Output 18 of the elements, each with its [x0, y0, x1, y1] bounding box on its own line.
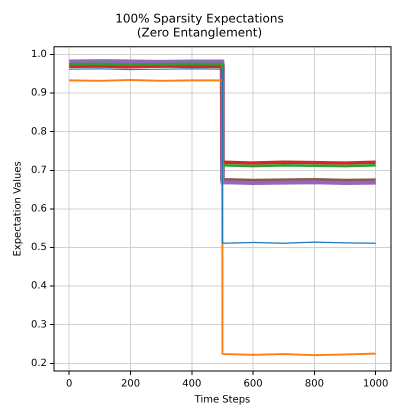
y-tick-label: 0.6 — [30, 203, 47, 214]
y-tick-label: 0.3 — [30, 319, 47, 330]
x-tick-label: 1000 — [362, 378, 388, 390]
y-tick-label: 0.2 — [30, 358, 47, 369]
y-tick-label: 0.7 — [30, 164, 47, 176]
x-tick-label: 800 — [304, 378, 324, 390]
x-tick-label: 600 — [244, 378, 263, 390]
x-axis-title: Time Steps — [194, 394, 250, 406]
y-tick-label: 0.5 — [30, 242, 47, 254]
x-tick-label: 400 — [182, 378, 202, 390]
y-tick-label: 0.4 — [30, 280, 47, 292]
chart-title: 100% Sparsity Expectations (Zero Entanglement) — [115, 11, 284, 40]
x-tick-label: 0 — [66, 378, 72, 390]
y-tick-label: 1.0 — [30, 49, 47, 60]
x-tick-label: 200 — [120, 378, 140, 390]
y-tick-label: 0.8 — [30, 126, 47, 138]
y-tick-label: 0.9 — [30, 88, 47, 99]
y-axis-title: Expectation Values — [12, 161, 24, 257]
